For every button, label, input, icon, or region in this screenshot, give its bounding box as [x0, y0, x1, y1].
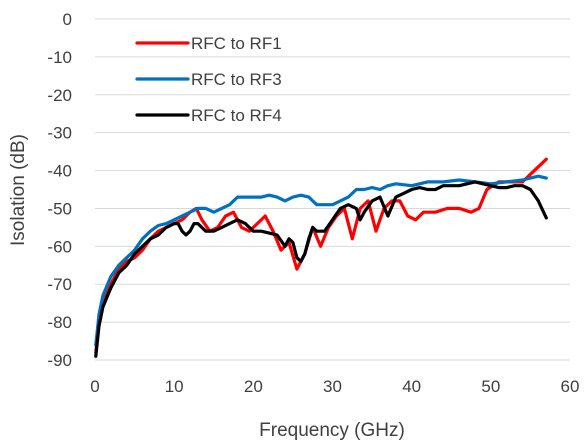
- x-tick-label: 30: [323, 377, 342, 396]
- x-tick-label: 20: [244, 377, 263, 396]
- y-tick-label: -60: [47, 237, 72, 256]
- y-tick-labels: 0 -10 -20 -30 -40 -50 -60 -70 -80 -90: [47, 10, 72, 370]
- legend-label-3: RFC to RF4: [191, 106, 282, 125]
- x-tick-labels: 0 10 20 30 40 50 60: [90, 377, 579, 396]
- x-tick-label: 60: [561, 377, 580, 396]
- y-axis-title: Isolation (dB): [8, 134, 29, 246]
- series-lines: [94, 157, 548, 358]
- y-tick-label: -80: [47, 313, 72, 332]
- x-tick-label: 50: [481, 377, 500, 396]
- series-line-2: [94, 174, 548, 347]
- x-tick-label: 40: [402, 377, 421, 396]
- y-tick-label: -50: [47, 199, 72, 218]
- series-line-3: [94, 180, 548, 358]
- x-tick-label: 10: [165, 377, 184, 396]
- gridlines: [95, 18, 570, 361]
- y-tick-label: -10: [47, 48, 72, 67]
- y-tick-label: -20: [47, 86, 72, 105]
- y-tick-label: 0: [63, 10, 72, 29]
- x-axis-title: Frequency (GHz): [259, 420, 405, 441]
- y-tick-label: -40: [47, 162, 72, 181]
- legend: RFC to RF1 RFC to RF3 RFC to RF4: [135, 34, 282, 125]
- y-tick-label: -70: [47, 275, 72, 294]
- series-line-1: [94, 157, 548, 354]
- y-tick-label: -90: [47, 351, 72, 370]
- legend-label-2: RFC to RF3: [191, 70, 282, 89]
- x-tick-label: 0: [90, 377, 99, 396]
- y-tick-label: -30: [47, 124, 72, 143]
- legend-label-1: RFC to RF1: [191, 34, 282, 53]
